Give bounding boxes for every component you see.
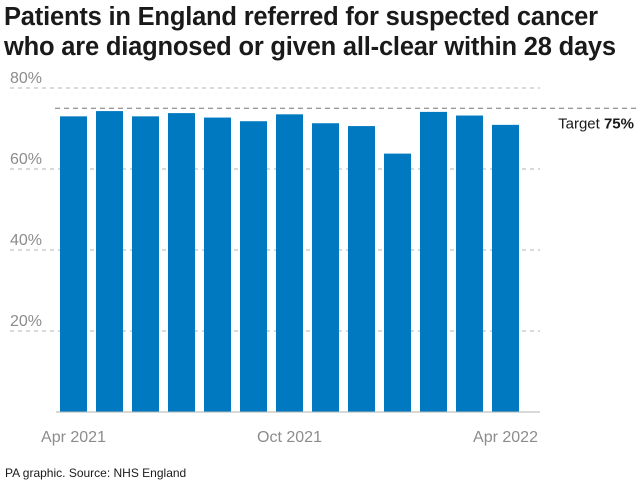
- target-label: Target 75%: [558, 115, 634, 132]
- bar-jul-2021: [168, 113, 195, 413]
- x-axis-tick-labels: Apr 2021 Oct 2021 Apr 2022: [41, 429, 538, 446]
- y-tick-label: 60%: [10, 151, 42, 168]
- x-tick-label: Apr 2021: [41, 429, 106, 446]
- bar-jun-2021: [132, 116, 159, 412]
- y-tick-label: 80%: [10, 70, 42, 87]
- bar-apr-2021: [60, 116, 87, 412]
- target-label-value: 75%: [604, 115, 634, 132]
- bar-mar-2022: [456, 115, 483, 412]
- x-tick-label: Oct 2021: [257, 429, 322, 446]
- bar-nov-2021: [312, 123, 339, 413]
- y-axis-tick-labels: 20% 40% 60% 80%: [10, 70, 42, 330]
- bar-sep-2021: [240, 121, 267, 413]
- chart-title: Patients in England referred for suspect…: [4, 2, 636, 62]
- y-tick-label: 40%: [10, 232, 42, 249]
- y-tick-label: 20%: [10, 313, 42, 330]
- source-note: PA graphic. Source: NHS England: [5, 466, 187, 480]
- x-tick-label: Apr 2022: [473, 429, 538, 446]
- chart-title-line-1: Patients in England referred for suspect…: [4, 3, 598, 31]
- bar-may-2021: [96, 111, 123, 413]
- bar-jan-2022: [384, 153, 411, 413]
- chart-title-line-2: who are diagnosed or given all-clear wit…: [4, 33, 616, 61]
- bar-dec-2021: [348, 126, 375, 412]
- bar-feb-2022: [420, 111, 447, 413]
- target-label-prefix: Target: [558, 115, 604, 132]
- bars: [60, 111, 519, 413]
- bar-oct-2021: [276, 114, 303, 412]
- bar-apr-2022: [492, 124, 519, 412]
- bar-aug-2021: [204, 117, 231, 412]
